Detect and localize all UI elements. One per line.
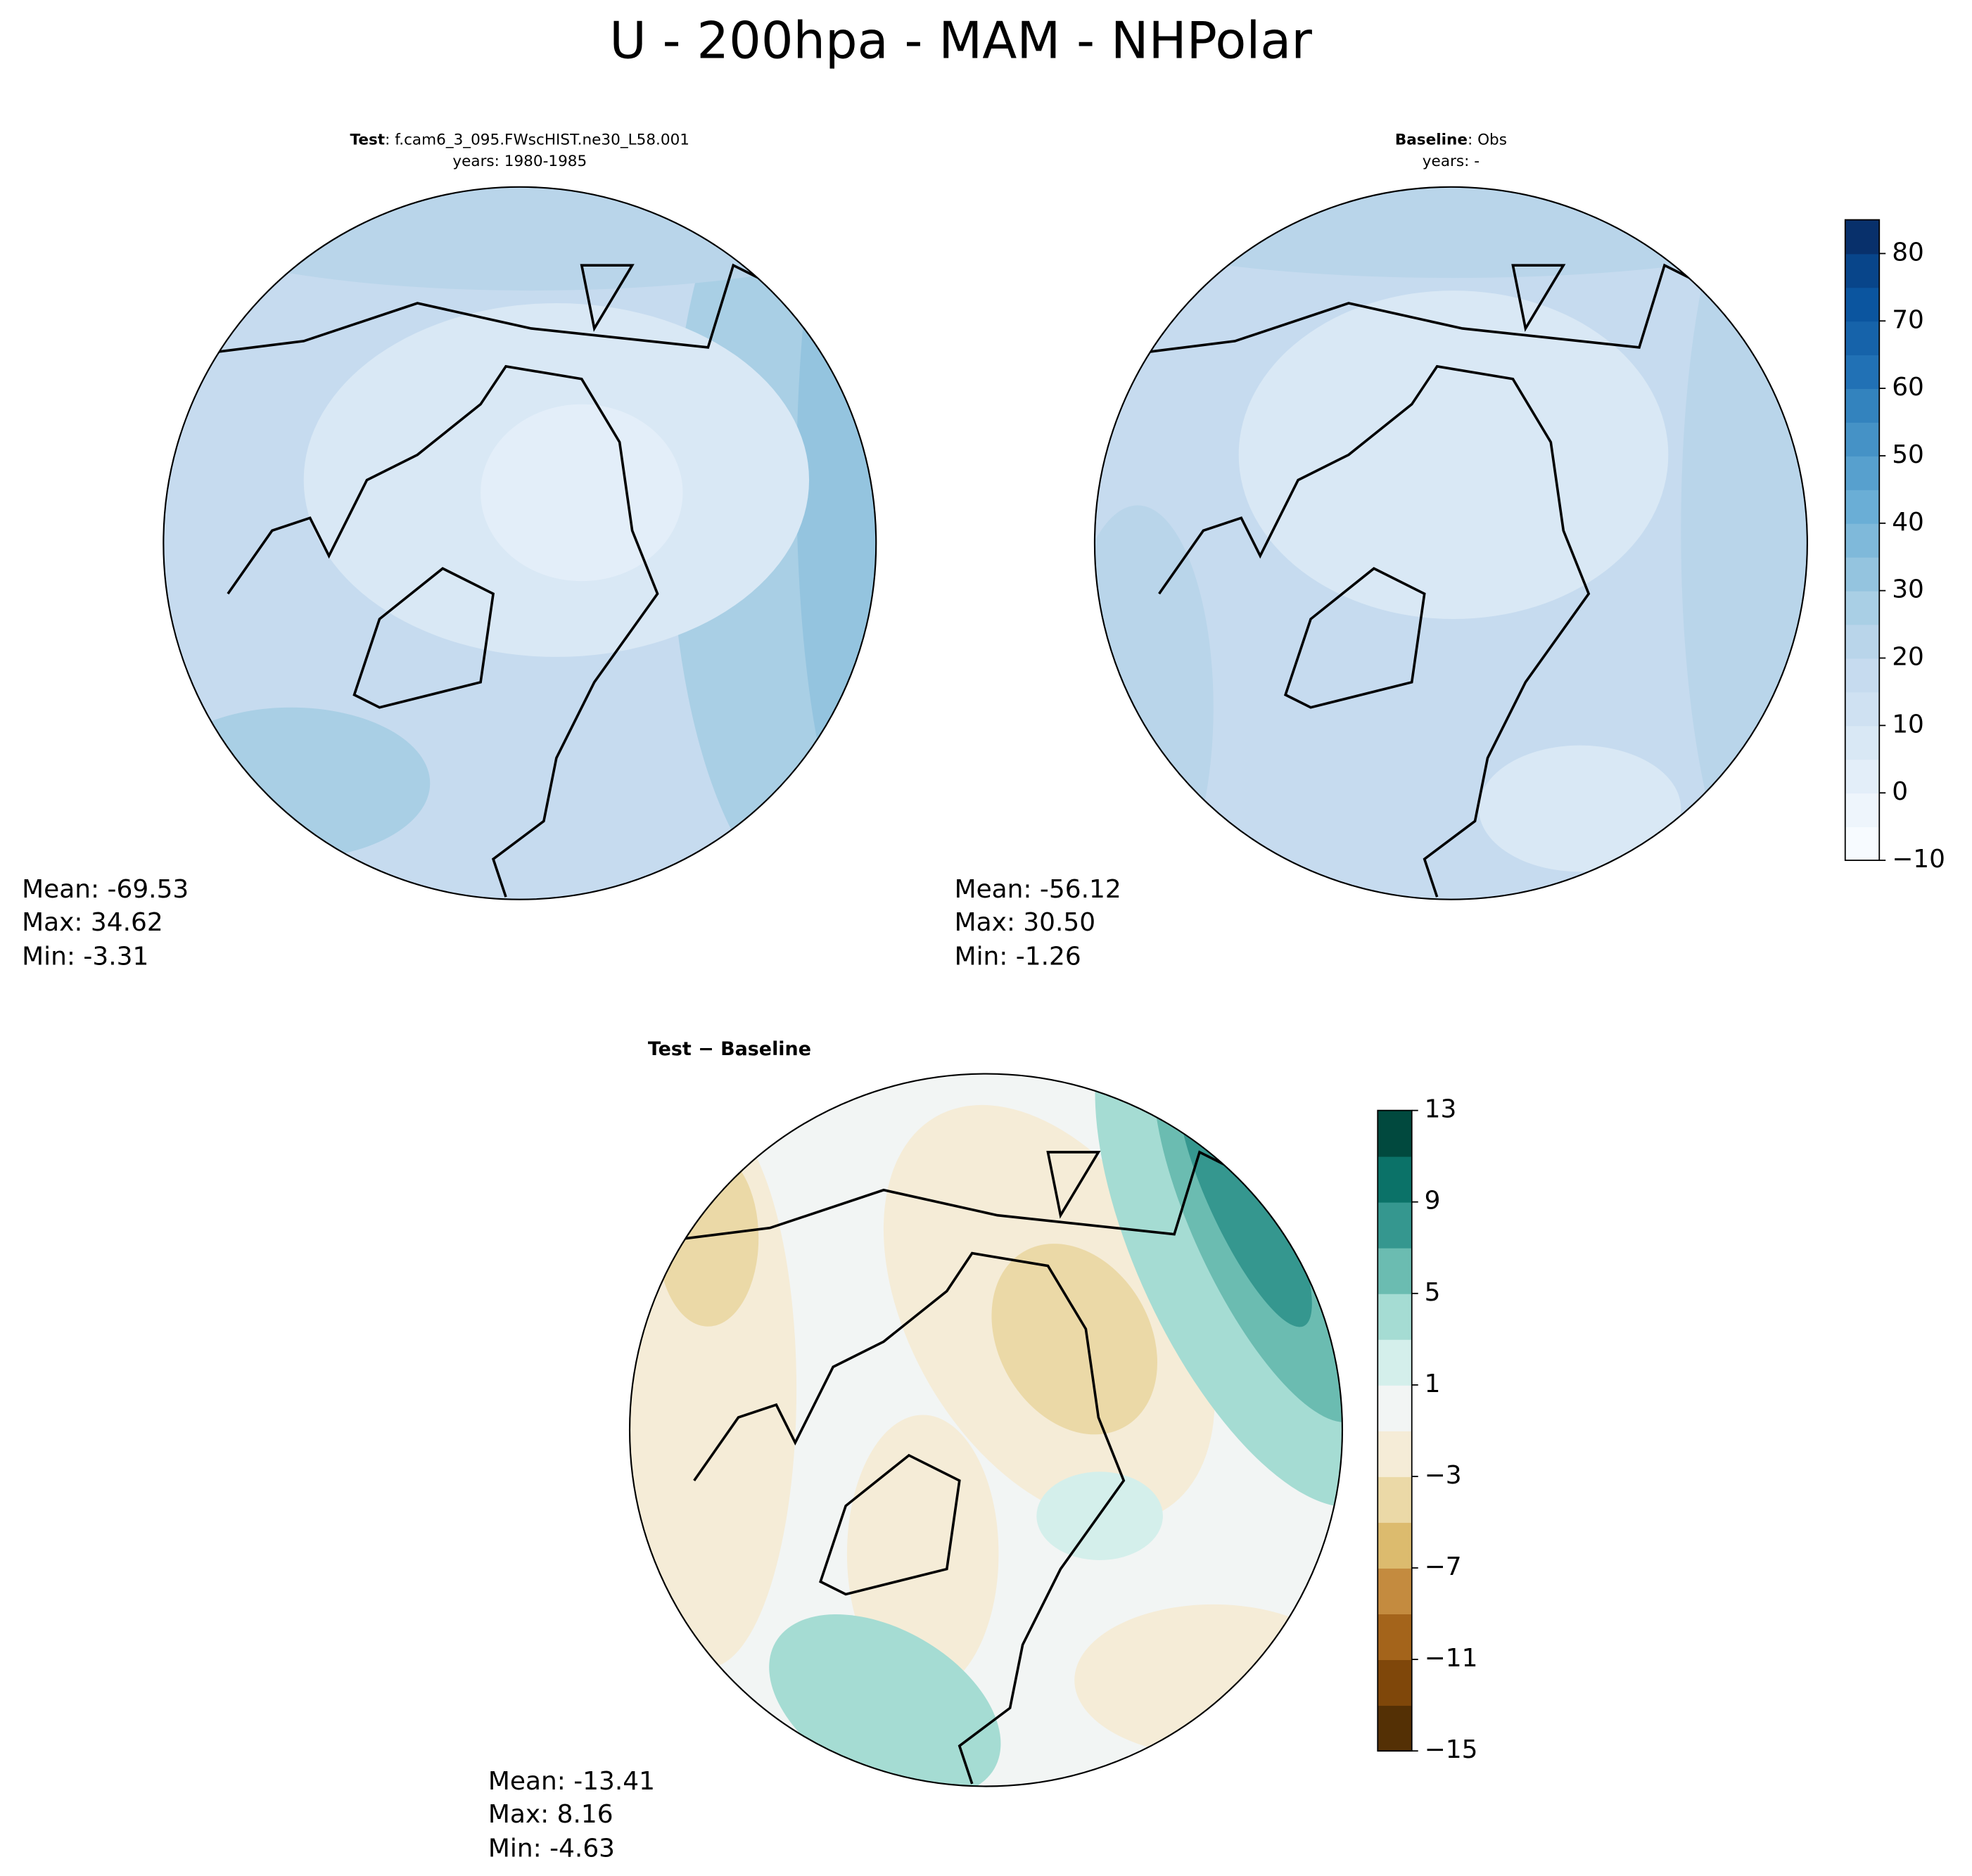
- colorbar-segment: [1378, 1476, 1412, 1523]
- colorbar-segment: [1845, 523, 1880, 558]
- map-border: [163, 186, 877, 900]
- stats: Mean: -69.53 Max: 34.62 Min: -3.31: [22, 875, 189, 971]
- map-border: [1093, 186, 1808, 900]
- colorbar-tick-label: 80: [1892, 238, 1924, 267]
- panel-years: years: 1980-1985: [452, 153, 587, 170]
- colorbar-tick-label: 50: [1892, 440, 1924, 469]
- colorbar-tick-label: 0: [1892, 777, 1908, 806]
- colorbar-segment: [1378, 1568, 1412, 1614]
- colorbar-tick-label: −11: [1425, 1644, 1478, 1673]
- stat: Min: -3.31: [22, 942, 148, 971]
- colorbar-segment: [1378, 1430, 1412, 1477]
- map: [630, 1073, 1342, 1787]
- panel-years: years: -: [1423, 153, 1480, 170]
- colorbar-tick-label: −7: [1425, 1552, 1462, 1581]
- colorbar-tick-label: 1: [1425, 1370, 1441, 1398]
- stat: Mean: -56.12: [955, 875, 1121, 904]
- colorbar-frame: [1844, 219, 1881, 861]
- colorbar-tick-label: 10: [1892, 710, 1924, 739]
- colorbar-segment: [1845, 691, 1880, 727]
- colorbar-segment: [1845, 556, 1880, 592]
- colorbar-tick-label: −10: [1892, 845, 1945, 874]
- map-border: [628, 1073, 1344, 1787]
- colorbar-segment: [1845, 624, 1880, 659]
- colorbar-segment: [1845, 388, 1880, 423]
- stat: Max: 34.62: [22, 908, 163, 937]
- colorbar-segment: [1845, 287, 1880, 322]
- colorbar-segment: [1845, 253, 1880, 288]
- colorbar-segment: [1845, 590, 1880, 625]
- colorbar-segment: [1378, 1110, 1412, 1157]
- stat: Max: 30.50: [955, 908, 1096, 937]
- colorbar-tick-label: 13: [1425, 1095, 1457, 1124]
- colorbar-segment: [1845, 725, 1880, 760]
- colorbar-tick-label: 60: [1892, 373, 1924, 402]
- colorbar-frame: [1377, 1109, 1413, 1752]
- colorbar-segment: [1378, 1705, 1412, 1752]
- map: [163, 186, 877, 900]
- colorbar-segment: [1378, 1201, 1412, 1249]
- colorbar-segment: [1845, 489, 1880, 524]
- colorbar-segment: [1378, 1293, 1412, 1340]
- colorbar-tick-label: 30: [1892, 575, 1924, 604]
- colorbar-tick-label: 5: [1425, 1278, 1441, 1307]
- stats: Mean: -13.41 Max: 8.16 Min: -4.63: [488, 1767, 655, 1863]
- colorbar-segment: [1845, 658, 1880, 693]
- stats: Mean: -56.12 Max: 30.50 Min: -1.26: [955, 875, 1121, 971]
- colorbar-tick-label: −15: [1425, 1735, 1478, 1764]
- colorbar-tick-label: −3: [1425, 1461, 1462, 1490]
- colorbar-segment: [1845, 422, 1880, 457]
- colorbar-segment: [1845, 355, 1880, 390]
- stat: Mean: -13.41: [488, 1767, 655, 1796]
- colorbar-segment: [1378, 1384, 1412, 1431]
- colorbar-segment: [1378, 1522, 1412, 1569]
- figure-title: U - 200hpa - MAM - NHPolar: [609, 11, 1312, 70]
- colorbar-segment: [1845, 455, 1880, 490]
- panel-title: Test: f.cam6_3_095.FWscHIST.ne30_L58.001: [350, 131, 690, 148]
- colorbar-segment: [1378, 1156, 1412, 1203]
- colorbar-segment: [1845, 321, 1880, 356]
- stat: Min: -4.63: [488, 1834, 615, 1863]
- panel-title: Baseline: Obs: [1395, 131, 1507, 148]
- map: [1094, 186, 1807, 900]
- stat: Min: -1.26: [955, 942, 1081, 971]
- stat: Mean: -69.53: [22, 875, 189, 904]
- panel-title: Test − Baseline: [648, 1038, 811, 1060]
- colorbar-segment: [1378, 1247, 1412, 1294]
- colorbar-segment: [1845, 793, 1880, 828]
- colorbar-tick-label: 70: [1892, 305, 1924, 334]
- colorbar-tick-label: 20: [1892, 643, 1924, 672]
- colorbar-segment: [1845, 827, 1880, 861]
- colorbar-segment: [1378, 1339, 1412, 1386]
- colorbar-segment: [1845, 759, 1880, 794]
- colorbar-segment: [1845, 219, 1880, 255]
- stat: Max: 8.16: [488, 1800, 613, 1829]
- colorbar-tick-label: 40: [1892, 508, 1924, 537]
- colorbar-segment: [1378, 1614, 1412, 1661]
- colorbar-segment: [1378, 1659, 1412, 1706]
- colorbar-tick-label: 9: [1425, 1187, 1441, 1215]
